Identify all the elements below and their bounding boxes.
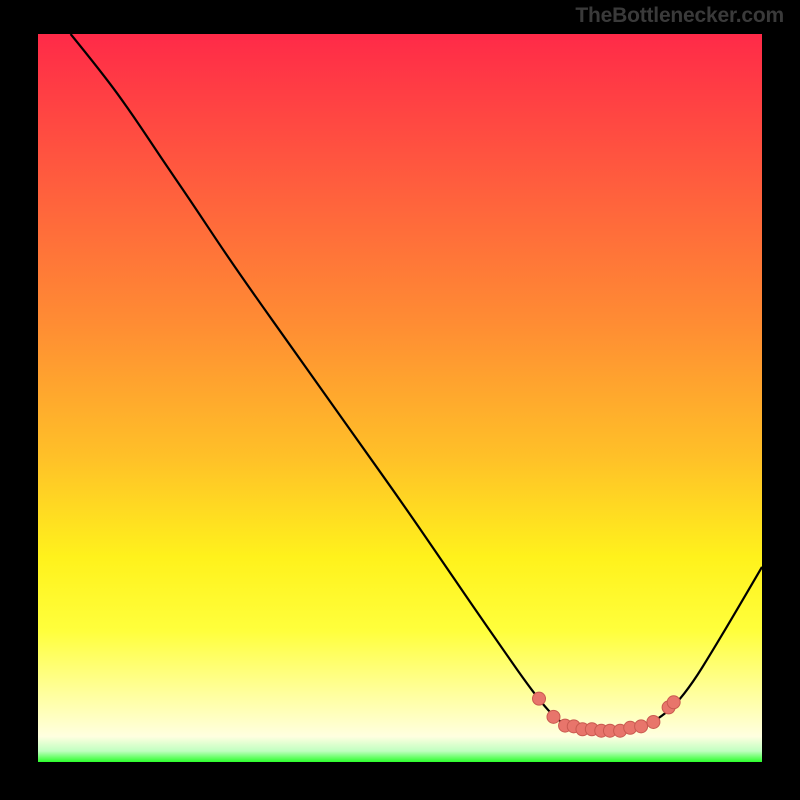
chart-plot-area	[38, 34, 762, 762]
curve-marker	[547, 710, 560, 723]
curve-marker	[635, 720, 648, 733]
curve-marker	[667, 696, 680, 709]
curve-marker	[647, 715, 660, 728]
chart-curve-layer	[38, 34, 762, 762]
watermark-text: TheBottlenecker.com	[575, 4, 784, 28]
curve-marker	[533, 692, 546, 705]
marker-group	[533, 692, 681, 737]
bottleneck-curve	[71, 34, 762, 734]
